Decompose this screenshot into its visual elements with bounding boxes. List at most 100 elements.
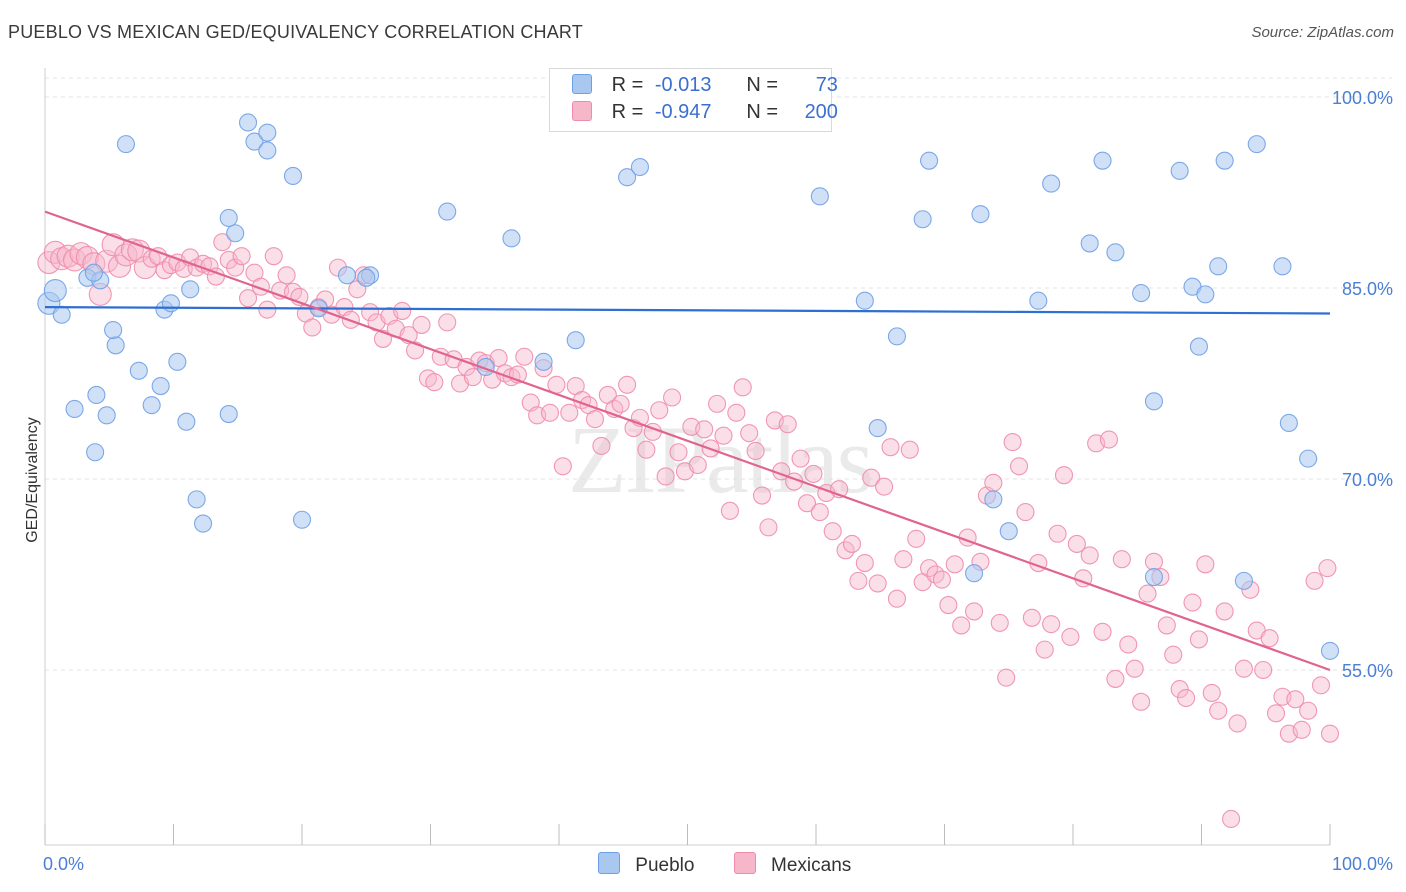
pueblo-point xyxy=(1144,567,1164,587)
mexicans-point xyxy=(1022,608,1041,627)
pueblo-point xyxy=(1196,285,1215,304)
pueblo-point xyxy=(1273,257,1292,276)
mexicans-point xyxy=(952,616,971,635)
mexicans-point xyxy=(592,436,611,455)
series-legend: Pueblo Mexicans xyxy=(598,852,885,877)
pueblo-point xyxy=(187,490,206,509)
pueblo-point xyxy=(142,396,161,415)
mexicans-point xyxy=(540,403,560,422)
pueblo-point xyxy=(226,224,245,243)
mexicans-point xyxy=(894,550,913,569)
mexicans-point xyxy=(1048,524,1067,543)
mexicans-point xyxy=(1305,571,1324,590)
mexicans-point xyxy=(823,522,842,541)
mexicans-point xyxy=(425,373,444,392)
pueblo-trend-line xyxy=(44,306,1331,315)
mexicans-point xyxy=(1003,433,1022,452)
mexicans-point xyxy=(1260,629,1279,648)
mexicans-point xyxy=(1125,659,1144,678)
legend-item-mexicans[interactable]: Mexicans xyxy=(733,852,851,877)
mexicans-point xyxy=(303,318,322,337)
mexicans-point xyxy=(1177,688,1196,708)
legend-item-pueblo[interactable]: Pueblo xyxy=(598,852,694,877)
mexicans-point xyxy=(489,348,508,368)
y-tick-label: 70.0% xyxy=(1342,470,1393,490)
mexicans-point xyxy=(238,289,258,308)
pueblo-point xyxy=(1189,337,1208,356)
legend-n-value: 200 xyxy=(804,101,838,123)
mexicans-point xyxy=(695,420,714,439)
mexicans-point xyxy=(708,394,727,413)
mexicans-point xyxy=(1054,466,1074,485)
pueblo-point xyxy=(43,278,67,303)
y-tick-label: 55.0% xyxy=(1342,661,1393,681)
mexicans-point xyxy=(984,473,1003,492)
mexicans-point xyxy=(1042,615,1061,634)
pueblo-point xyxy=(292,510,312,529)
mexicans-point xyxy=(1228,714,1247,733)
mexicans-point xyxy=(1196,555,1215,574)
mexicans-point xyxy=(727,403,746,422)
pueblo-point xyxy=(1279,413,1298,433)
pueblo-point xyxy=(1215,151,1234,170)
mexicans-point xyxy=(990,613,1009,632)
mexicans-point xyxy=(656,467,675,486)
pueblo-point xyxy=(971,205,990,224)
pueblo-point xyxy=(1144,392,1164,411)
mexicans-point xyxy=(1234,659,1253,678)
mexicans-point xyxy=(1189,630,1208,649)
mexicans-point xyxy=(1183,593,1202,612)
pueblo-point xyxy=(258,141,277,160)
mexicans-point xyxy=(875,477,894,496)
mexicans-point xyxy=(1067,534,1086,553)
watermark: ZIPatlas xyxy=(568,406,872,513)
pueblo-point xyxy=(219,208,238,228)
mexicans-point xyxy=(1292,720,1311,739)
pueblo-point xyxy=(84,263,103,282)
mexicans-point xyxy=(810,503,829,522)
mexicans-point xyxy=(1157,616,1176,635)
stats-legend: R = -0.013 N = 73 R = -0.947 N = 200 xyxy=(549,68,838,132)
pueblo-point xyxy=(1093,151,1112,170)
mexicans-point xyxy=(1093,622,1112,641)
pueblo-point xyxy=(965,564,984,583)
pueblo-point xyxy=(177,412,196,431)
mexicans-point xyxy=(553,457,572,476)
pueblo-point xyxy=(86,443,105,462)
legend-row-mexicans: R = -0.947 N = 200 xyxy=(572,101,838,127)
pueblo-point xyxy=(129,361,148,380)
pueblo-point xyxy=(151,376,170,396)
y-tick-label: 100.0% xyxy=(1332,88,1393,108)
pueblo-point xyxy=(258,123,277,142)
mexicans-point xyxy=(1080,546,1099,565)
mexicans-point xyxy=(547,375,566,394)
mexicans-point xyxy=(900,440,919,459)
pueblo-point xyxy=(194,514,213,533)
mexicans-point xyxy=(213,233,232,252)
mexicans-point xyxy=(393,301,412,320)
legend-row-pueblo: R = -0.013 N = 73 xyxy=(572,74,838,100)
pueblo-point xyxy=(502,229,521,248)
mexicans-trend-line xyxy=(44,210,1331,672)
mexicans-point xyxy=(932,570,951,589)
mexicans-point xyxy=(1318,559,1337,578)
mexicans-point xyxy=(1119,635,1138,654)
pueblo-point xyxy=(65,399,84,419)
mexicans-point xyxy=(515,347,534,366)
mexicans-point xyxy=(232,247,251,266)
mexicans-point xyxy=(720,501,739,520)
chart-title: PUEBLO VS MEXICAN GED/EQUIVALENCY CORREL… xyxy=(8,22,583,42)
mexicans-point xyxy=(714,426,733,445)
mexicans-point xyxy=(797,494,817,513)
mexicans-point xyxy=(842,534,862,553)
mexicans-point xyxy=(1112,550,1131,569)
pueblo-point xyxy=(104,320,123,340)
legend-swatch-mexicans xyxy=(572,101,592,121)
pueblo-point xyxy=(920,151,939,170)
pueblo-point xyxy=(219,405,238,424)
pueblo-point xyxy=(999,522,1018,541)
mexicans-point xyxy=(258,300,277,319)
pueblo-points xyxy=(37,113,1340,660)
mexicans-point xyxy=(463,368,482,387)
